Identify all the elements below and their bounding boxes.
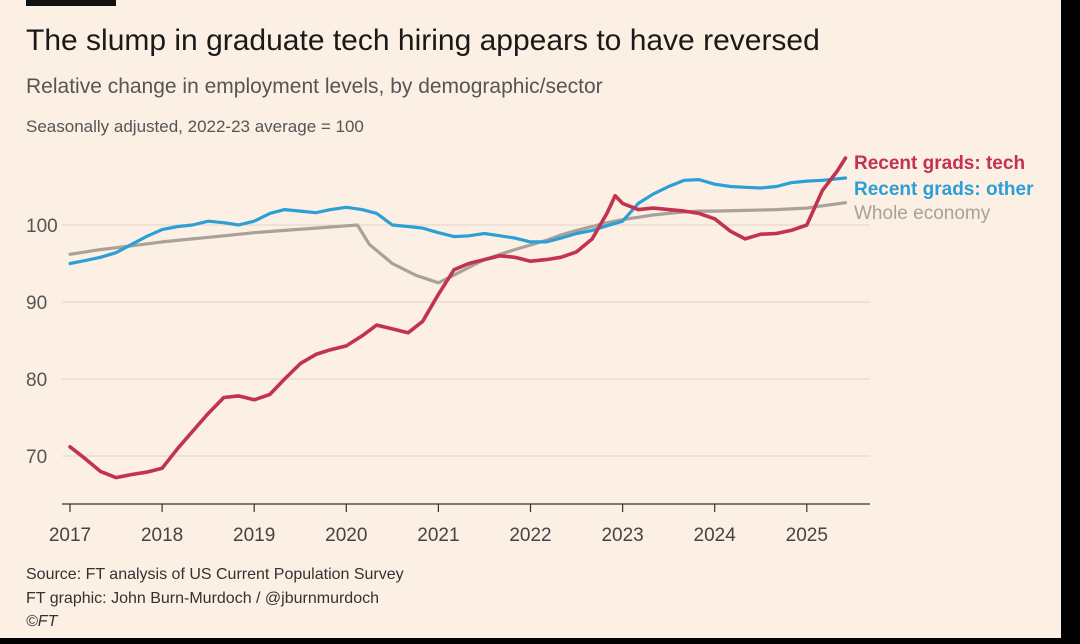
y-tick-label: 70 — [26, 447, 47, 468]
chart-subtitle: Relative change in employment levels, by… — [26, 75, 603, 98]
x-tick-label: 2017 — [49, 525, 91, 546]
chart-note: Seasonally adjusted, 2022-23 average = 1… — [26, 117, 364, 136]
graphic-credit: FT graphic: John Burn-Murdoch / @jburnmu… — [26, 590, 379, 607]
x-tick-label: 2022 — [509, 525, 551, 546]
y-tick-label: 80 — [26, 370, 47, 391]
x-tick-label: 2023 — [601, 525, 643, 546]
x-tick-label: 2025 — [786, 525, 828, 546]
x-tick-label: 2018 — [141, 525, 183, 546]
chart-card: The slump in graduate tech hiring appear… — [0, 0, 1061, 638]
x-tick-label: 2021 — [417, 525, 459, 546]
y-tick-label: 90 — [26, 293, 47, 314]
series-line-recent-grads-tech — [68, 156, 848, 480]
series-line-whole-economy — [68, 201, 848, 285]
y-tick-label: 100 — [26, 216, 58, 237]
x-tick-label: 2024 — [694, 525, 737, 546]
screen-edge — [1061, 0, 1080, 644]
chart-title: The slump in graduate tech hiring appear… — [26, 24, 820, 57]
legend-label: Whole economy — [854, 203, 991, 224]
series-line-recent-grads-other — [68, 176, 848, 266]
ft-brand-bar — [26, 0, 116, 6]
copyright: ©FT — [26, 613, 58, 630]
x-tick-label: 2019 — [233, 525, 275, 546]
source-note: Source: FT analysis of US Current Popula… — [26, 566, 404, 583]
legend-label: Recent grads: other — [854, 179, 1034, 200]
legend-label: Recent grads: tech — [854, 153, 1025, 174]
line-chart: 70 80 90 100 2017 2018 2019 2020 2021 2022 2023 202… — [26, 153, 1034, 546]
x-tick-label: 2020 — [325, 525, 367, 546]
